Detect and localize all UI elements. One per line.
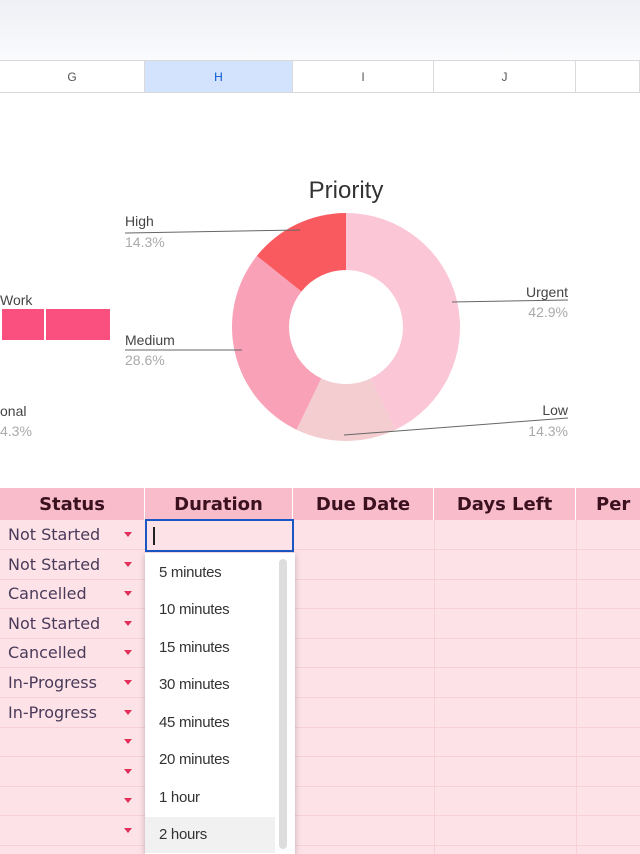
dropdown-option[interactable]: 45 minutes: [159, 713, 230, 731]
dropdown-arrow-icon[interactable]: [124, 561, 132, 567]
header-duration: Duration: [145, 488, 293, 520]
slice-high[interactable]: [256, 213, 346, 292]
slice-urgent[interactable]: [346, 213, 460, 430]
low-leader-line: [343, 417, 569, 436]
urgent-label: Urgent: [526, 284, 568, 300]
dropdown-arrow-icon[interactable]: [124, 828, 132, 833]
dropdown-option[interactable]: 1 hour: [159, 788, 200, 806]
high-leader-line: [124, 229, 301, 234]
dropdown-option[interactable]: 15 minutes: [159, 638, 230, 656]
column-divider: [434, 520, 435, 854]
dropdown-option[interactable]: 5 minutes: [159, 563, 222, 581]
chart-title: Priority: [309, 177, 384, 204]
row-divider: [0, 667, 640, 669]
personal-label: onal: [0, 403, 26, 419]
duration-dropdown-menu[interactable]: 5 minutes 10 minutes 15 minutes 30 minutes 4…: [145, 553, 295, 854]
dropdown-arrow-icon[interactable]: [124, 768, 132, 774]
toolbar-area: [0, 0, 640, 60]
column-header-i[interactable]: I: [293, 60, 434, 93]
row-divider: [0, 549, 640, 550]
status-cell[interactable]: In-Progress: [8, 702, 97, 722]
table-body: Not Started Not Started Cancelled Not Start…: [0, 520, 640, 854]
slice-medium[interactable]: [232, 255, 322, 430]
column-header-j[interactable]: J: [434, 60, 576, 93]
row-divider: [0, 697, 640, 698]
row-divider: [0, 608, 640, 610]
low-label: Low: [542, 402, 569, 418]
dropdown-option[interactable]: 2 hours: [145, 816, 275, 853]
work-label: Work: [0, 292, 33, 308]
status-cell[interactable]: Cancelled: [8, 584, 87, 604]
high-pct: 14.3%: [125, 234, 165, 250]
dropdown-arrow-icon[interactable]: [124, 739, 132, 745]
status-cell[interactable]: In-Progress: [8, 673, 97, 692]
row-divider: [0, 637, 640, 639]
dropdown-arrow-icon[interactable]: [124, 620, 132, 626]
dropdown-arrow-icon[interactable]: [124, 680, 132, 685]
low-pct: 14.3%: [528, 423, 568, 439]
slice-low[interactable]: [296, 378, 396, 441]
dropdown-option[interactable]: 30 minutes: [159, 676, 230, 693]
dropdown-arrow-icon[interactable]: [124, 709, 132, 715]
row-divider: [0, 785, 640, 787]
urgent-leader-line: [451, 299, 569, 303]
status-cell[interactable]: Cancelled: [8, 643, 87, 663]
dropdown-arrow-icon[interactable]: [124, 650, 132, 656]
work-bar-segment: [2, 309, 44, 340]
status-cell[interactable]: Not Started: [8, 613, 101, 633]
column-header-h[interactable]: H: [145, 60, 293, 93]
priority-chart[interactable]: Priority Work onal 4.3% Urgent 42.9% Low…: [0, 170, 640, 470]
column-header-g[interactable]: G: [0, 60, 145, 93]
header-status: Status: [0, 488, 145, 520]
header-days-left: Days Left: [434, 488, 576, 520]
row-divider: [0, 815, 640, 817]
dropdown-arrow-icon[interactable]: [124, 798, 132, 804]
dropdown-scrollbar[interactable]: [279, 559, 287, 849]
text-caret: [153, 527, 155, 545]
dropdown-option[interactable]: 10 minutes: [159, 601, 230, 618]
urgent-pct: 42.9%: [528, 304, 568, 320]
dropdown-arrow-icon[interactable]: [124, 591, 132, 597]
dropdown-option[interactable]: 20 minutes: [159, 751, 230, 768]
work-bar-segment: [46, 309, 110, 340]
duration-input[interactable]: [145, 519, 294, 552]
row-divider: [0, 726, 640, 728]
row-divider: [0, 845, 640, 846]
status-cell[interactable]: Not Started: [8, 554, 101, 574]
dropdown-arrow-icon[interactable]: [124, 532, 132, 537]
column-divider: [576, 520, 577, 854]
row-divider: [0, 756, 640, 758]
high-label: High: [125, 213, 154, 229]
personal-pct: 4.3%: [0, 423, 32, 439]
medium-pct: 28.6%: [125, 352, 165, 368]
header-due-date: Due Date: [293, 488, 434, 520]
medium-label: Medium: [125, 332, 175, 348]
header-per: Per: [576, 488, 640, 520]
column-header-k[interactable]: [576, 60, 640, 93]
status-cell[interactable]: Not Started: [8, 525, 101, 544]
row-divider: [0, 578, 640, 580]
